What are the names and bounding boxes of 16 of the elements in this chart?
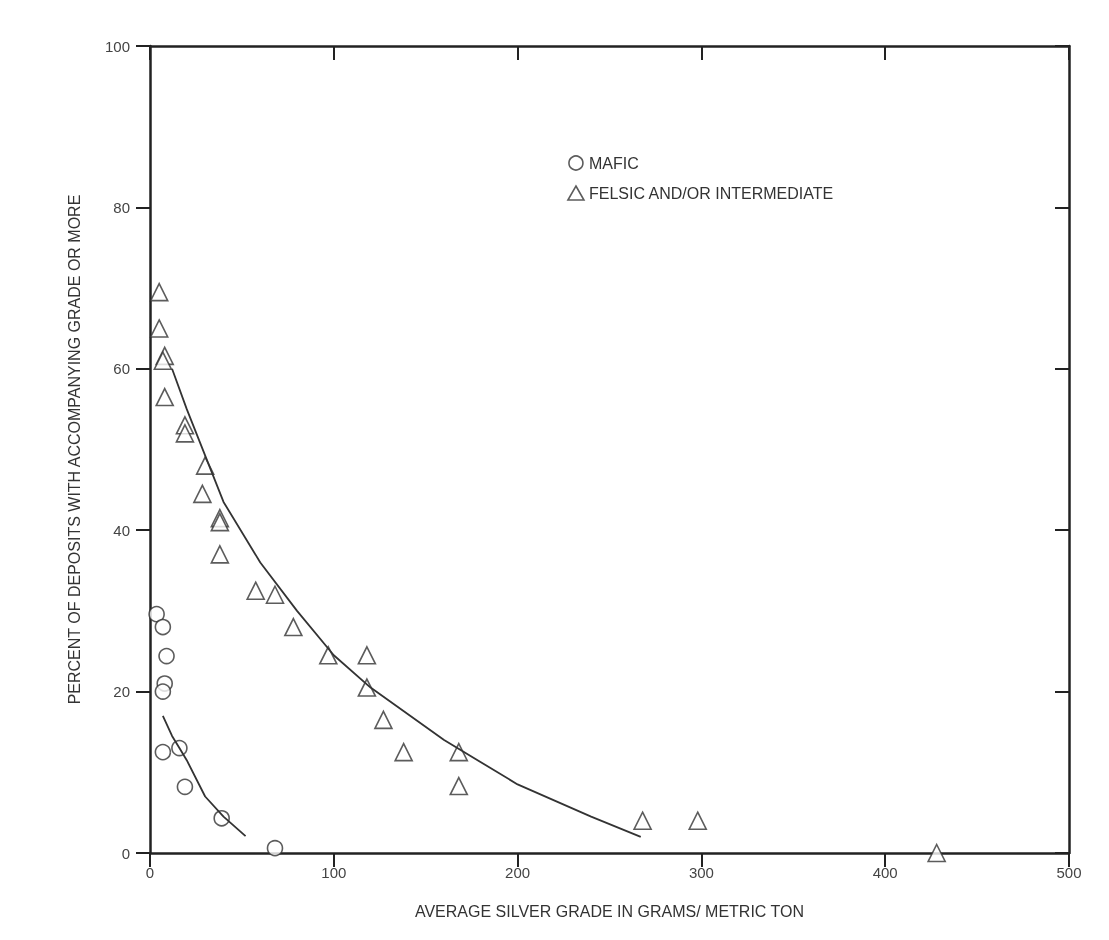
x-tick-label: 200 xyxy=(505,864,531,881)
x-tick-label: 400 xyxy=(872,864,898,881)
legend-label: FELSIC AND/OR INTERMEDIATE xyxy=(588,184,834,202)
y-tick-label: 80 xyxy=(113,198,130,216)
legend-label: MAFIC xyxy=(588,154,639,172)
y-tick-label: 0 xyxy=(121,844,130,862)
y-tick-label: 60 xyxy=(113,360,130,378)
x-tick-label: 0 xyxy=(145,864,155,881)
y-tick-label: 20 xyxy=(113,683,130,701)
x-axis-title: AVERAGE SILVER GRADE IN GRAMS/ METRIC TON xyxy=(414,902,805,920)
x-tick-label: 100 xyxy=(321,864,347,881)
y-axis-title: PERCENT OF DEPOSITS WITH ACCOMPANYING GRADE OR MORE xyxy=(65,194,83,705)
y-tick-label: 100 xyxy=(104,37,130,55)
y-tick-label: 40 xyxy=(113,521,130,539)
x-tick-label: 300 xyxy=(688,864,714,881)
x-tick-label: 500 xyxy=(1056,864,1082,881)
